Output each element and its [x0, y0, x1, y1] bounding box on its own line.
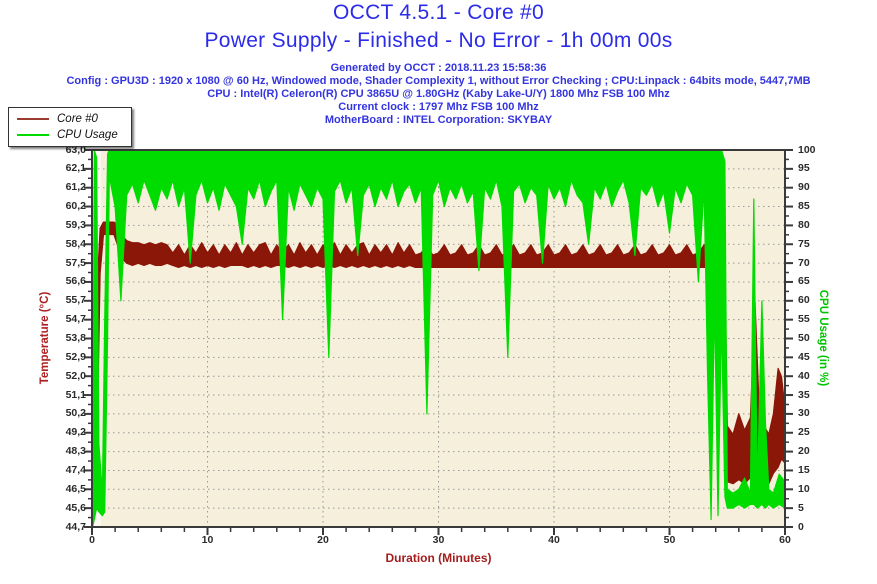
x-axis-title: Duration (Minutes): [385, 551, 492, 565]
page-title: OCCT 4.5.1 - Core #0: [332, 1, 545, 24]
left-tick-label: 51,1: [65, 388, 86, 401]
right-tick-label: 60: [798, 294, 810, 307]
right-tick-label: 35: [798, 388, 810, 401]
cpu-usage-line-swatch: [17, 134, 49, 136]
right-tick-label: 45: [798, 350, 810, 363]
right-tick-label: 30: [798, 407, 810, 420]
right-tick-label: 100: [798, 143, 816, 156]
right-axis-title: CPU Usage (in %): [817, 289, 829, 387]
left-tick-label: 60,2: [65, 200, 86, 213]
legend-label-cpu-usage: CPU Usage: [57, 129, 118, 141]
right-tick-label: 65: [798, 275, 810, 288]
current-clock-line: Current clock : 1797 Mhz FSB 100 Mhz: [338, 101, 539, 113]
x-tick-label: 30: [432, 534, 445, 546]
left-tick-label: 49,2: [65, 426, 86, 439]
x-tick-label: 20: [317, 534, 329, 546]
left-tick-label: 53,8: [65, 332, 86, 344]
legend-label-core0: Core #0: [57, 113, 98, 125]
left-tick-label: 58,4: [65, 237, 86, 250]
right-tick-label: 80: [798, 218, 810, 231]
left-tick-label: 47,4: [65, 463, 86, 476]
left-tick-label: 56,6: [65, 275, 86, 288]
left-tick-label: 45,6: [65, 501, 86, 514]
x-tick-label: 50: [663, 534, 676, 546]
right-tick-label: 50: [798, 332, 810, 344]
right-tick-label: 85: [798, 200, 810, 213]
x-tick-label: 40: [548, 534, 560, 546]
x-tick-label: 10: [201, 534, 214, 546]
left-tick-label: 48,3: [65, 445, 86, 458]
motherboard-line: MotherBoard : INTEL Corporation: SKYBAY: [324, 114, 553, 126]
core0-line-swatch: [17, 118, 49, 120]
right-tick-label: 75: [798, 237, 810, 250]
left-tick-label: 54,7: [65, 313, 86, 326]
left-tick-label: 46,5: [65, 482, 86, 495]
page-subtitle: Power Supply - Finished - No Error - 1h …: [204, 29, 673, 52]
left-axis-title: Temperature (°C): [39, 291, 51, 385]
right-tick-label: 20: [798, 445, 810, 458]
left-tick-label: 55,7: [65, 294, 86, 307]
right-tick-label: 10: [798, 482, 810, 495]
right-tick-label: 40: [798, 369, 810, 382]
left-tick-label: 59,3: [65, 218, 86, 231]
right-tick-label: 95: [798, 162, 810, 175]
config-line: Config : GPU3D : 1920 x 1080 @ 60 Hz, Wi…: [66, 75, 811, 87]
legend-box: Core #0 CPU Usage: [8, 107, 132, 147]
right-tick-label: 70: [798, 256, 810, 269]
right-tick-label: 15: [798, 463, 810, 476]
right-tick-label: 90: [798, 181, 810, 194]
generated-line: Generated by OCCT : 2018.11.23 15:58:36: [330, 62, 547, 74]
right-tick-label: 0: [798, 520, 804, 533]
left-tick-label: 57,5: [65, 256, 86, 269]
left-tick-label: 50,2: [65, 407, 86, 420]
x-tick-label: 0: [89, 534, 95, 546]
right-tick-label: 55: [798, 313, 810, 326]
legend-item-cpu-usage: CPU Usage: [13, 127, 127, 143]
cpu-info-line: CPU : Intel(R) Celeron(R) CPU 3865U @ 1.…: [207, 88, 670, 100]
left-tick-label: 61,2: [65, 181, 86, 194]
x-tick-label: 60: [779, 534, 791, 546]
legend-item-core0: Core #0: [13, 111, 127, 127]
right-tick-label: 5: [798, 501, 804, 514]
left-tick-label: 44,7: [65, 520, 86, 533]
left-tick-label: 62,1: [65, 162, 86, 175]
left-tick-label: 52,9: [65, 350, 86, 363]
left-tick-label: 52,0: [65, 369, 86, 382]
right-tick-label: 25: [798, 426, 810, 439]
